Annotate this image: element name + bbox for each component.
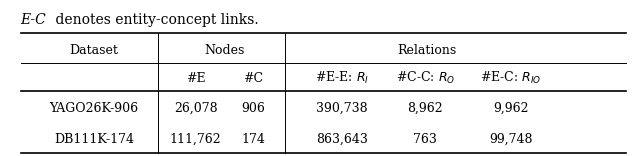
- Text: #C-C: $R_O$: #C-C: $R_O$: [396, 70, 455, 86]
- Text: DB111K-174: DB111K-174: [54, 133, 134, 146]
- Text: 8,962: 8,962: [407, 102, 443, 115]
- Text: #E: #E: [186, 71, 205, 85]
- Text: #E-E: $R_I$: #E-E: $R_I$: [316, 70, 369, 86]
- Text: 390,738: 390,738: [317, 102, 368, 115]
- Text: 9,962: 9,962: [493, 102, 529, 115]
- Text: 863,643: 863,643: [316, 133, 368, 146]
- Text: #E-C: $R_{IO}$: #E-C: $R_{IO}$: [481, 70, 542, 86]
- Text: E-C: E-C: [20, 13, 46, 27]
- Text: denotes entity-concept links.: denotes entity-concept links.: [51, 13, 259, 27]
- Text: Nodes: Nodes: [204, 44, 244, 57]
- Text: 26,078: 26,078: [174, 102, 218, 115]
- Text: Dataset: Dataset: [69, 44, 118, 57]
- Text: Relations: Relations: [397, 44, 456, 57]
- Text: 111,762: 111,762: [170, 133, 221, 146]
- Text: #C: #C: [243, 71, 263, 85]
- Text: YAGO26K-906: YAGO26K-906: [49, 102, 138, 115]
- Text: 174: 174: [241, 133, 265, 146]
- Text: 906: 906: [241, 102, 265, 115]
- Text: 763: 763: [413, 133, 437, 146]
- Text: 99,748: 99,748: [490, 133, 533, 146]
